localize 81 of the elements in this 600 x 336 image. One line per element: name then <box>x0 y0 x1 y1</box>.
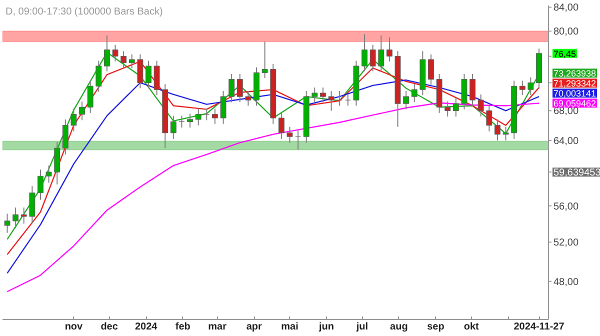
candlestick <box>428 54 434 86</box>
y-tick-label: 52,00 <box>554 238 579 249</box>
x-tick-label: sep <box>427 322 444 332</box>
x-tick-label: jul <box>355 322 368 332</box>
data-label: 70,003141 <box>554 88 596 99</box>
candlestick <box>29 186 36 224</box>
candlestick <box>154 60 160 96</box>
x-tick-label: 2024 <box>135 322 158 332</box>
candlestick <box>452 97 459 118</box>
candlestick <box>87 80 94 114</box>
candlestick <box>378 34 384 72</box>
candlestick <box>212 108 218 124</box>
candlestick <box>502 126 509 141</box>
candlestick <box>112 44 118 62</box>
candlestick <box>411 84 418 103</box>
text: 76,45 <box>554 48 576 59</box>
candlestick <box>170 115 176 140</box>
candlestick <box>195 108 202 126</box>
candlestick <box>344 94 351 106</box>
candlestick <box>220 90 226 124</box>
candlestick <box>528 76 534 96</box>
candlestick <box>38 169 44 200</box>
candlestick <box>386 36 392 62</box>
candlestick <box>228 73 235 103</box>
candlestick <box>4 213 10 234</box>
candlestick <box>128 54 135 68</box>
candlestick <box>137 54 144 89</box>
x-tick-label: dec <box>100 322 118 332</box>
candlestick <box>519 80 526 96</box>
candlestick <box>362 34 368 72</box>
candlestick <box>12 207 19 229</box>
candlestick <box>478 94 484 118</box>
candlestick <box>370 44 376 72</box>
x-tick-label: nov <box>64 322 84 332</box>
candlestick <box>96 60 102 92</box>
y-tick-label: 84,00 <box>554 2 579 14</box>
candlestick <box>470 73 476 106</box>
candlestick <box>262 41 268 79</box>
x-tick-label: jun <box>318 322 334 332</box>
candlestick <box>20 207 27 224</box>
x-tick-label: apr <box>246 322 262 332</box>
candlestick <box>236 73 243 103</box>
candlestick <box>320 87 326 103</box>
candlestick <box>120 50 127 68</box>
y-tick-label: 48,00 <box>554 276 579 288</box>
candlestick <box>444 100 451 118</box>
candlestick <box>312 87 318 103</box>
candlestick <box>178 115 185 128</box>
candlestick <box>328 90 334 112</box>
candlestick <box>494 118 500 141</box>
candlestick <box>187 113 194 128</box>
y-tick-label: 64,00 <box>554 136 579 147</box>
x-tick-label: okt <box>464 322 480 332</box>
data-label: 69,059462 <box>554 98 596 109</box>
candlestick <box>46 165 52 184</box>
candlestick <box>62 118 68 155</box>
candlestick <box>245 90 252 106</box>
candlestick <box>278 112 284 140</box>
candlestick <box>204 108 210 121</box>
candlestick <box>146 60 152 89</box>
x-tick-label: feb <box>175 322 190 332</box>
y-tick-label: 56,00 <box>554 201 579 212</box>
line-series <box>6 102 540 292</box>
candlestick <box>336 90 343 106</box>
candlestick <box>403 90 410 110</box>
data-label: 73,263938 <box>554 68 596 79</box>
candlestick <box>286 126 293 144</box>
x-tick-label: mar <box>208 322 227 332</box>
chart-title: D, 09:00-17:30 (100000 Bars Back) <box>6 6 163 18</box>
text: 59,639453 <box>554 168 600 179</box>
x-tick-label: 2024-11-27 <box>514 322 565 332</box>
x-tick-label: mai <box>281 322 299 332</box>
candlestick <box>79 100 85 121</box>
candlestick <box>486 104 492 132</box>
data-label: 71,293342 <box>554 78 596 89</box>
y-tick-label: 80,00 <box>554 26 579 38</box>
candlestick <box>54 141 60 185</box>
candlestick <box>104 34 110 72</box>
x-tick-label: aug <box>390 322 408 332</box>
candlestick <box>295 130 302 150</box>
candlestick <box>70 108 77 132</box>
